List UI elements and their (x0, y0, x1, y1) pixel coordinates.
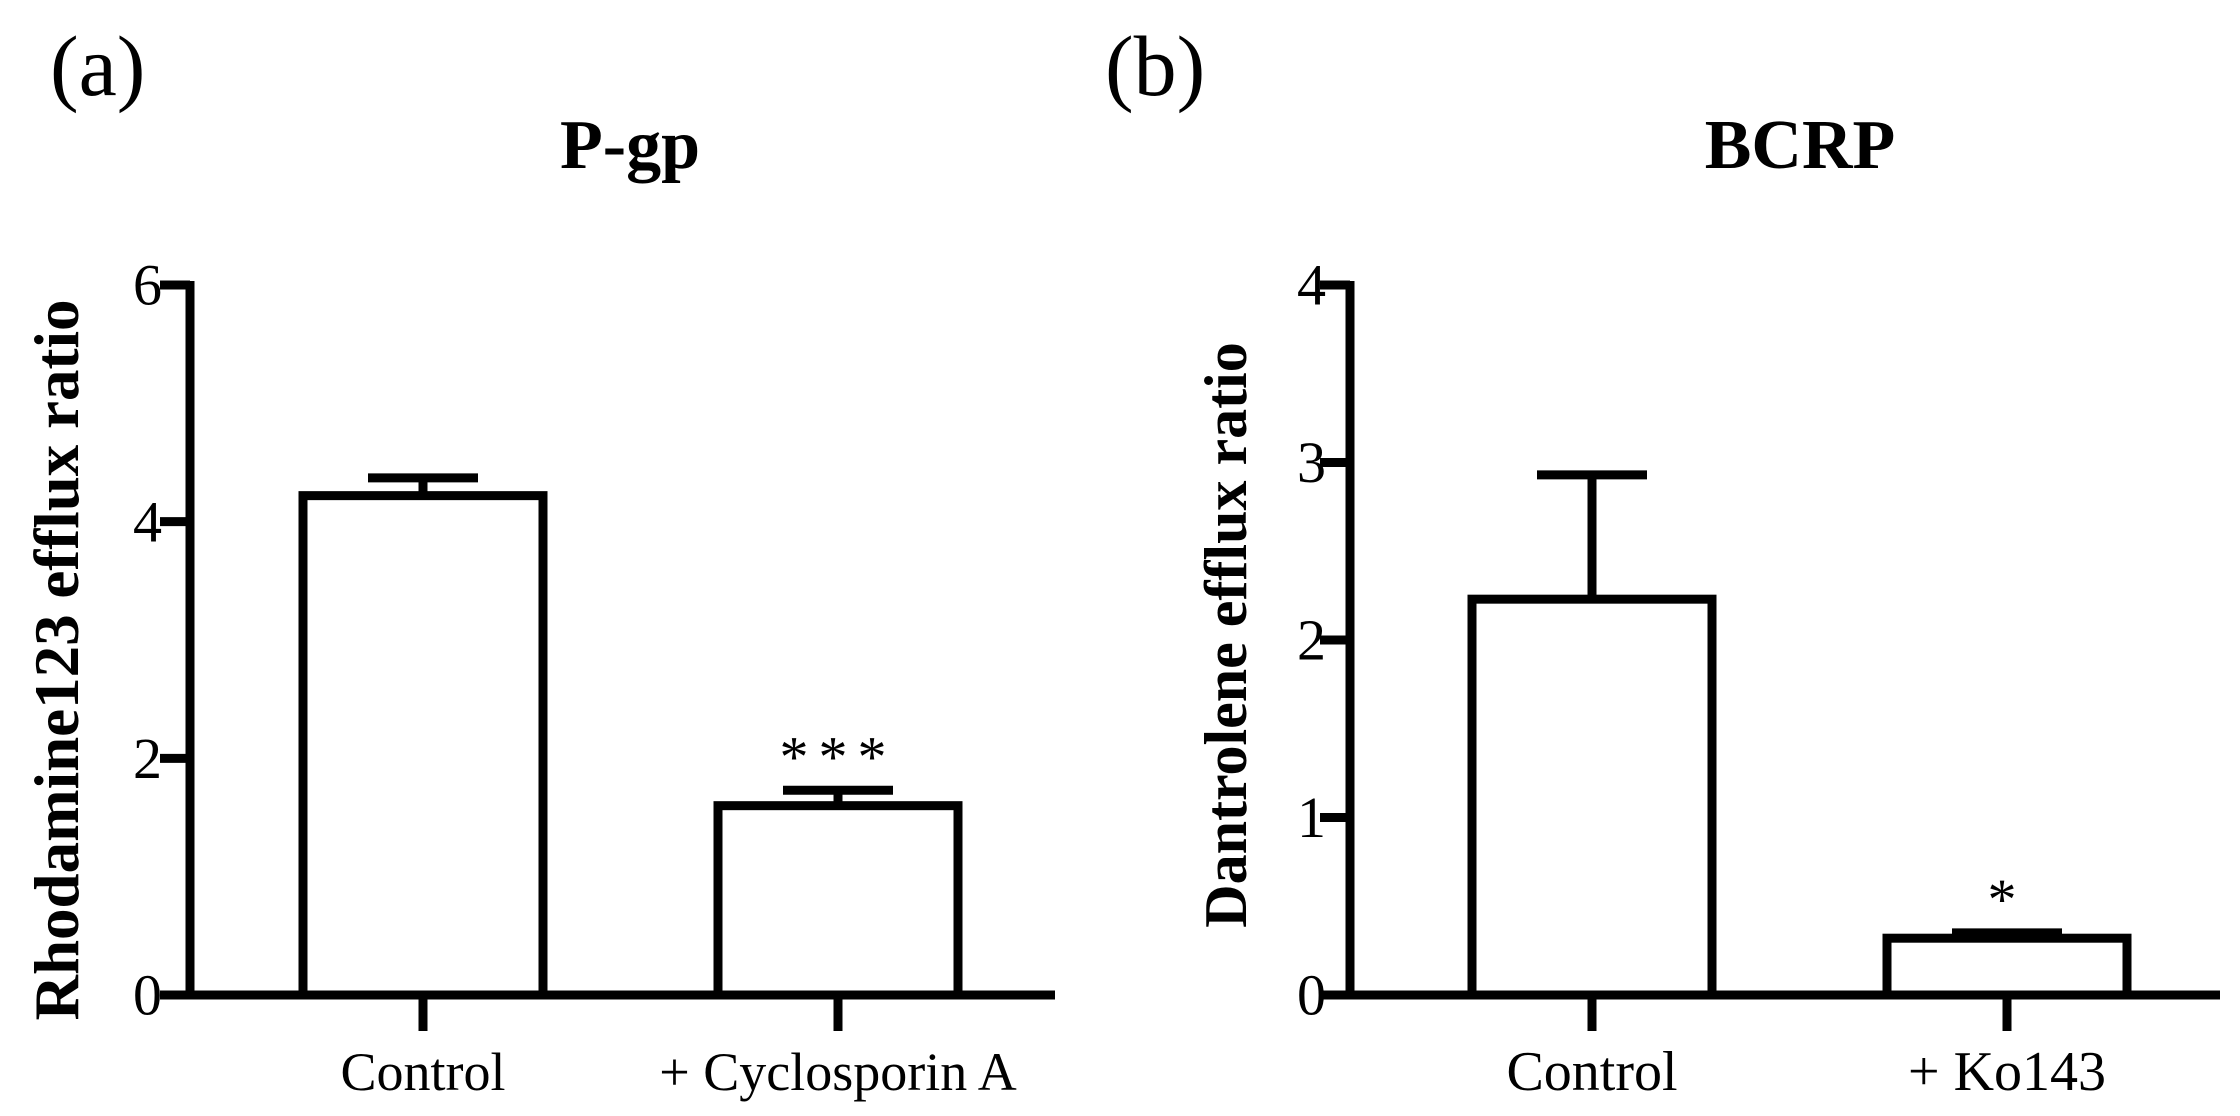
bar (1882, 933, 2132, 1000)
y-tick-label: 2 (1297, 608, 1326, 673)
significance-marker: * (1988, 867, 2027, 932)
y-axis-label: Rhodamine123 efflux ratio (22, 300, 92, 1021)
y-tick-label: 4 (133, 489, 162, 554)
x-tick-label: Control (1506, 1041, 1677, 1103)
x-tick-label: Control (340, 1042, 505, 1102)
bar (298, 491, 548, 1000)
chart-title: P-gp (560, 107, 700, 184)
y-tick-label: 0 (133, 963, 162, 1028)
y-tick-label: 6 (133, 253, 162, 318)
panel-label: (b) (1105, 18, 1205, 114)
y-tick-label: 3 (1297, 430, 1326, 495)
y-axis-label: Dantrolene efflux ratio (1193, 342, 1259, 927)
panel-a: (a) P-gp Rhodamine123 efflux ratio 0 2 4 6 C… (22, 18, 1055, 1102)
bar (1467, 594, 1717, 1000)
y-tick-label: 0 (1297, 963, 1326, 1028)
x-tick-label: + Ko143 (1908, 1041, 2106, 1103)
significance-marker: *** (780, 724, 897, 789)
y-tick-label: 1 (1297, 785, 1326, 850)
panel-b: (b) BCRP Dantrolene efflux ratio 0 1 2 3 4 Co… (1105, 18, 2220, 1103)
chart-title: BCRP (1705, 107, 1896, 184)
y-tick-label: 4 (1297, 253, 1326, 318)
y-tick-label: 2 (133, 726, 162, 791)
bar (713, 801, 963, 1000)
x-tick-label: + Cyclosporin A (659, 1042, 1016, 1102)
panel-label: (a) (50, 18, 145, 114)
